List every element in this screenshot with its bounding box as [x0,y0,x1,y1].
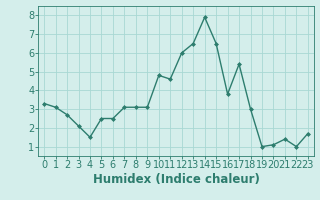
X-axis label: Humidex (Indice chaleur): Humidex (Indice chaleur) [92,173,260,186]
